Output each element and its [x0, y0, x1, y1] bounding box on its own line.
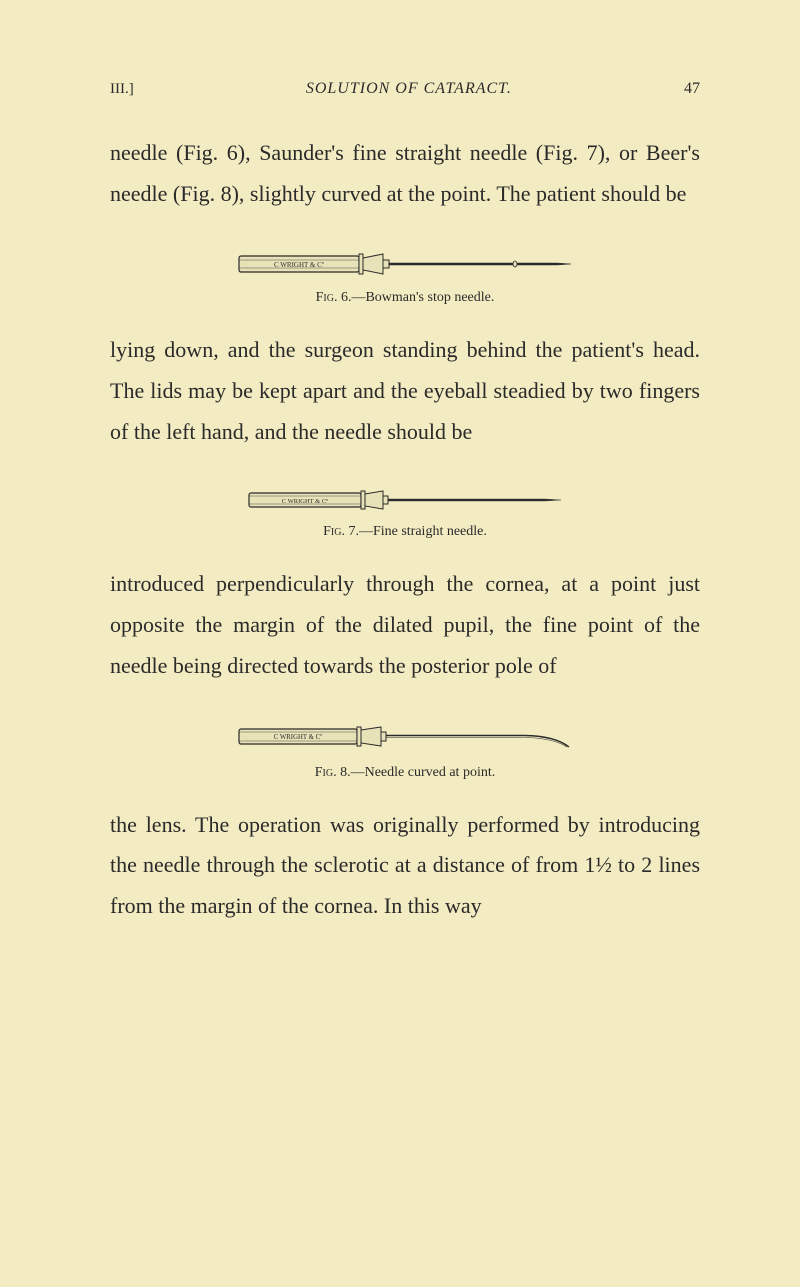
figure-8-caption: Fig. 8.—Needle curved at point. [110, 765, 700, 781]
section-number: III.] [110, 81, 134, 98]
running-title: SOLUTION OF CATARACT. [134, 80, 684, 98]
bowman-needle-illustration: C WRIGHT & Cº [235, 244, 575, 284]
figure-6: C WRIGHT & Cº Fig. 6.—Bowman's stop need… [110, 244, 700, 306]
handle-engraving: C WRIGHT & Cº [282, 498, 328, 505]
fig-number: 7. [348, 524, 359, 539]
fig-number: 6. [341, 290, 352, 305]
curved-needle-illustration: C WRIGHT & Cº [235, 717, 575, 759]
running-header: III.] SOLUTION OF CATARACT. 47 [110, 80, 700, 98]
handle-engraving: C WRIGHT & Cº [274, 734, 323, 741]
figure-7-caption: Fig. 7.—Fine straight needle. [110, 524, 700, 540]
fig-label: Fig. [323, 524, 345, 539]
paragraph-4: the lens. The operation was originally p… [110, 805, 700, 927]
handle-engraving: C WRIGHT & Cº [274, 261, 325, 269]
fig-caption-text: —Bowman's stop needle. [351, 290, 494, 305]
fig-number: 8. [340, 765, 351, 780]
paragraph-2: lying down, and the surgeon standing beh… [110, 330, 700, 452]
fig-label: Fig. [315, 765, 337, 780]
figure-7: C WRIGHT & Cº Fig. 7.—Fine straight need… [110, 482, 700, 540]
paragraph-1: needle (Fig. 6), Saunder's fine straight… [110, 133, 700, 214]
fig-caption-text: —Needle curved at point. [351, 765, 496, 780]
figure-8: C WRIGHT & Cº Fig. 8.—Needle curved at p… [110, 717, 700, 781]
fig-label: Fig. [316, 290, 338, 305]
figure-6-caption: Fig. 6.—Bowman's stop needle. [110, 290, 700, 306]
fig-caption-text: —Fine straight needle. [359, 524, 487, 539]
fine-straight-needle-illustration: C WRIGHT & Cº [245, 482, 565, 518]
page-number: 47 [684, 80, 700, 98]
paragraph-3: introduced perpendicularly through the c… [110, 564, 700, 686]
